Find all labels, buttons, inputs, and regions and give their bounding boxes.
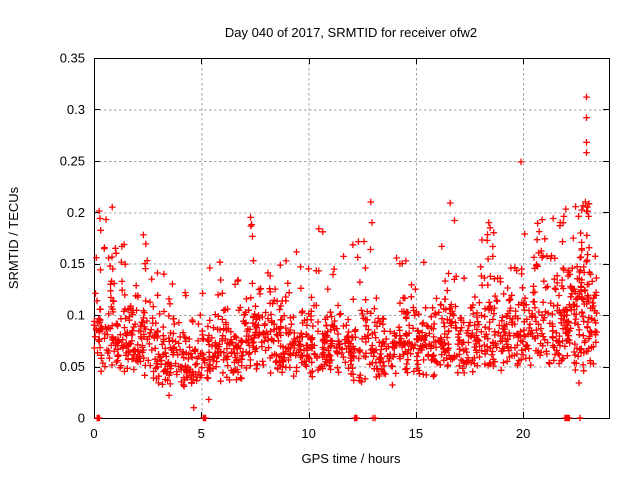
x-tick-label: 0 [90,426,97,441]
tick-labels: 0 5 10 15 20 0 0.05 0.1 0.15 0.2 0.25 0.3 0.35 [60,51,531,442]
y-axis-label: SRMTID / TECUs [6,186,21,289]
x-tick-label: 10 [301,426,315,441]
y-tick-label: 0.35 [60,51,85,66]
y-tick-label: 0.1 [67,308,85,323]
y-tick-label: 0.2 [67,205,85,220]
chart-title: Day 040 of 2017, SRMTID for receiver ofw… [225,25,477,40]
y-tick-label: 0.15 [60,256,85,271]
axis-ticks [94,58,609,419]
x-tick-label: 15 [409,426,423,441]
x-tick-label: 20 [516,426,530,441]
x-tick-label: 5 [198,426,205,441]
x-axis-label: GPS time / hours [302,451,401,466]
y-tick-label: 0.3 [67,102,85,117]
data-points-markers [90,93,601,422]
y-tick-label: 0.25 [60,153,85,168]
y-tick-label: 0.05 [60,359,85,374]
y-tick-label: 0 [78,411,85,426]
